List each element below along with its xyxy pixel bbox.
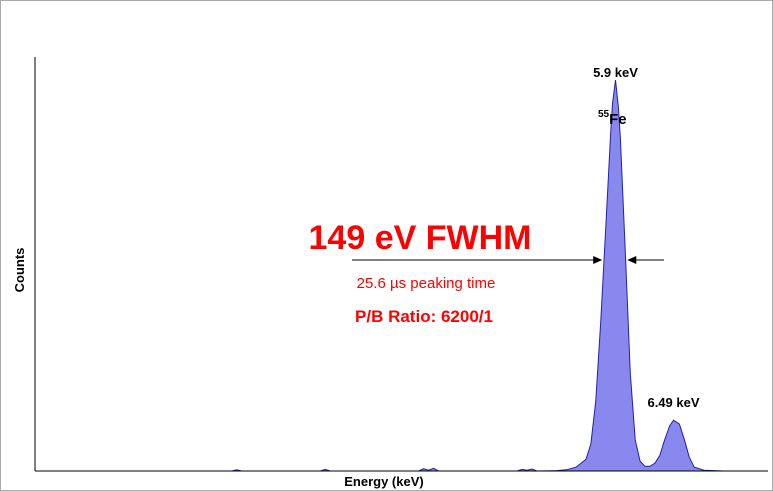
fwhm-annotation: 149 eV FWHM	[309, 219, 532, 257]
x-axis-title: Energy (keV)	[344, 474, 423, 489]
peak-label-6-49-kev: 6.49 keV	[647, 395, 699, 410]
peak-label-5-9-kev: 5.9 keV	[593, 65, 638, 80]
isotope-symbol: Fe	[609, 111, 627, 128]
pb-ratio-annotation: P/B Ratio: 6200/1	[355, 307, 493, 326]
spectrum-area-0	[35, 79, 768, 472]
fwhm-arrows	[352, 256, 664, 264]
isotope-mass-number: 55	[598, 109, 610, 120]
y-axis-title: Counts	[12, 248, 27, 293]
isotope-label: 55Fe	[598, 109, 627, 128]
fwhm-arrow-left-head	[593, 256, 603, 264]
series-layer	[35, 79, 768, 472]
fwhm-arrow-right-head	[627, 256, 637, 264]
peaking-time-annotation: 25.6 µs peaking time	[357, 275, 496, 292]
